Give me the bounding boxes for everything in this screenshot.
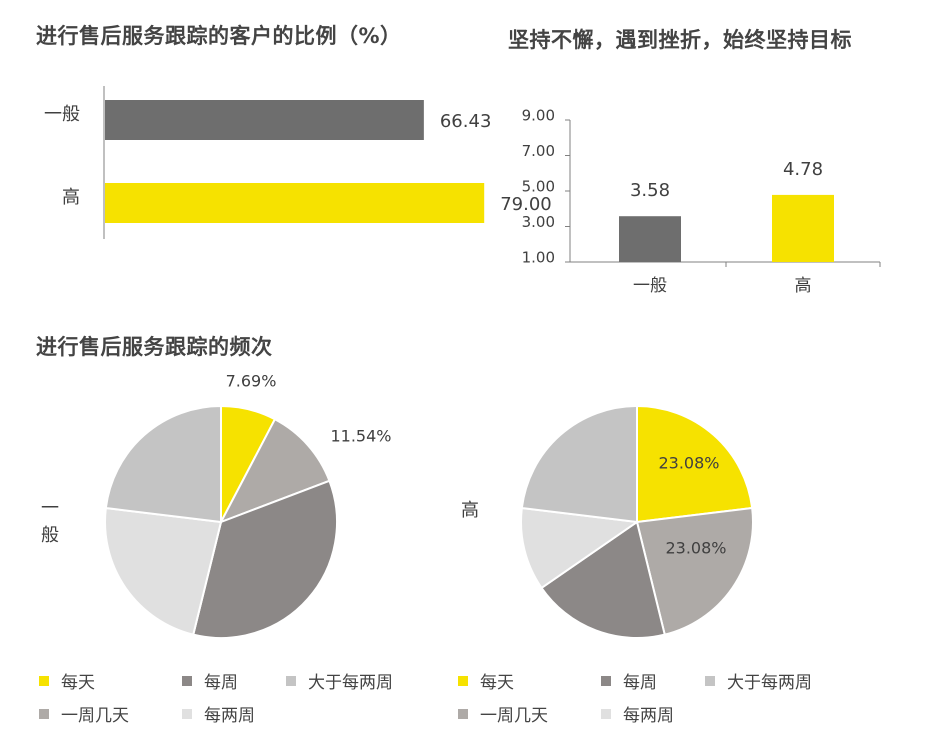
pie-right-legend-swatch-2 [705,675,715,686]
pie-right-name: 高 [461,500,479,521]
pie-left-legend-label-0: 每天 [61,673,95,693]
pie-left-legend-label-4: 每两周 [204,706,255,726]
pie-right-legend-item-0: 每天 [458,668,514,693]
pie-left-legend-swatch-3 [39,708,49,719]
hbar-category-label-1: 高 [62,187,80,208]
pie-right-legend-item-3: 一周几天 [458,701,548,726]
pie-left-legend-item-2: 大于每两周 [286,668,393,693]
pie-right-legend-item-4: 每两周 [601,701,674,726]
pie-left-legend-label-3: 一周几天 [61,706,129,726]
pie-right-legend-swatch-4 [601,708,611,719]
pie-right-legend-item-1: 每周 [601,668,657,693]
pie-left-slice-2 [192,479,338,639]
pie-left-slice-label-0: 7.69% [226,372,277,391]
pie-chart-title: 进行售后服务跟踪的频次 [36,335,273,359]
pie-left-legend-item-0: 每天 [39,668,95,693]
vbar-value-label-0: 3.58 [630,180,670,201]
pie-left-slice-3 [104,506,223,636]
pie-left-legend-item-1: 每周 [182,668,238,693]
vbar-bar-1 [772,194,834,262]
pie-left-name-char-1: 般 [41,525,59,546]
pie-left-legend-swatch-0 [39,675,49,686]
pie-right-slice-1 [635,506,754,636]
hbar-bar-1 [105,183,485,223]
pie-right-legend-swatch-3 [458,708,468,719]
pie-right-slice-label-0: 23.08% [658,454,719,473]
pie-right-legend-label-3: 一周几天 [480,706,548,726]
vbar-y-tick-label-2: 5.00 [522,178,555,196]
pie-right-legend-swatch-0 [458,675,468,686]
vbar-y-tick-label-0: 1.00 [522,249,555,267]
vbar-category-label-0: 一般 [633,276,667,296]
pie-right-slice-2 [540,520,666,639]
vbar-category-label-1: 高 [795,276,812,296]
pie-right-legend-label-0: 每天 [480,673,514,693]
pie-right-slice-4 [520,404,638,524]
vbar-bar-0 [619,216,681,262]
pie-left-legend-swatch-1 [182,675,192,686]
vbar-y-tick-label-3: 7.00 [522,142,555,160]
pie-left-name-char-0: 一 [41,498,59,519]
pie-right-slice-label-1: 23.08% [665,539,726,558]
pie-left-legend-label-1: 每周 [204,673,238,693]
hbar-bar-0 [105,100,424,140]
vbar-chart-title: 坚持不懈，遇到挫折，始终坚持目标 [508,28,852,52]
pie-right-legend-label-2: 大于每两周 [727,673,812,693]
pie-right-slice-0 [636,404,754,524]
pie-left-slice-4 [104,404,222,524]
vbar-value-label-1: 4.78 [783,159,823,180]
pie-left-legend-swatch-4 [182,708,192,719]
hbar-value-label-0: 66.43 [440,111,492,132]
pie-left-legend-item-3: 一周几天 [39,701,129,726]
hbar-chart-title: 进行售后服务跟踪的客户的比例（%） [36,24,402,48]
vbar-y-tick-label-4: 9.00 [522,107,555,125]
hbar-category-label-0: 一般 [44,104,80,125]
pie-right-legend-item-2: 大于每两周 [705,668,812,693]
pie-left-slice-1 [218,417,331,524]
pie-right-legend-label-1: 每周 [623,673,657,693]
pie-right-legend-label-4: 每两周 [623,706,674,726]
hbar-value-label-1: 79.00 [500,194,552,215]
pie-left-legend-item-4: 每两周 [182,701,255,726]
vbar-y-tick-label-1: 3.00 [522,213,555,231]
pie-left-slice-label-1: 11.54% [330,427,391,446]
pie-left-legend-label-2: 大于每两周 [308,673,393,693]
pie-left-legend-swatch-2 [286,675,296,686]
pie-right-slice-3 [520,506,640,590]
pie-right-legend-swatch-1 [601,675,611,686]
